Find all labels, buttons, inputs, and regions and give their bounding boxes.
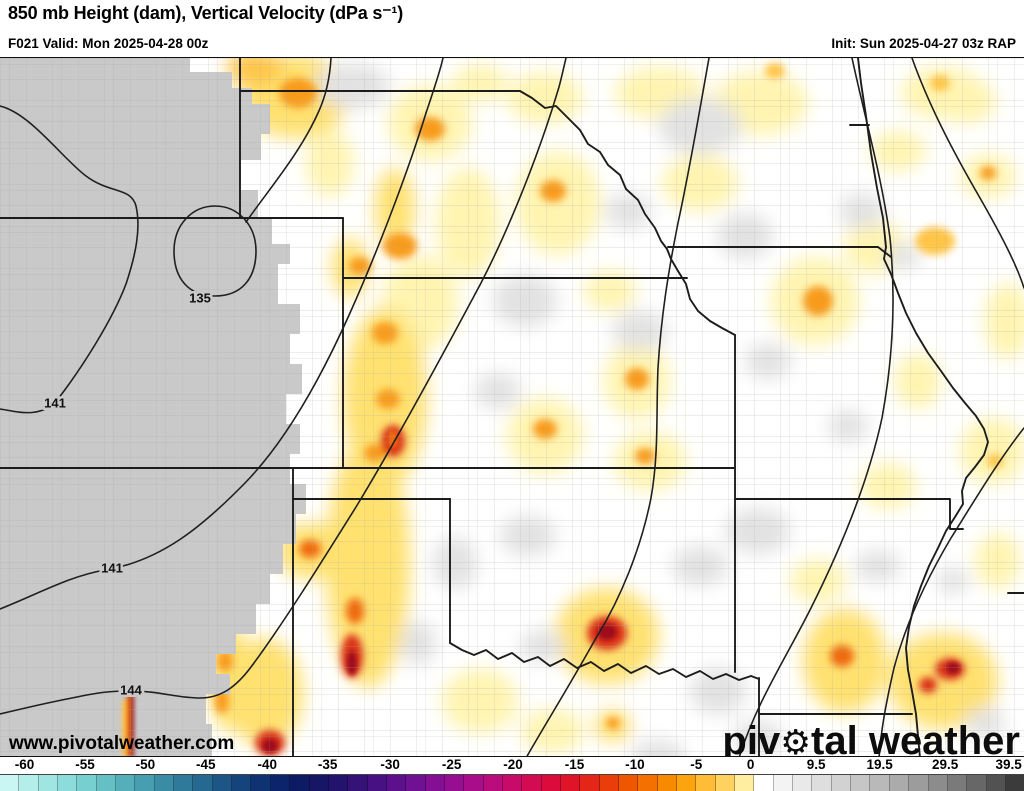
colorbar-segment bbox=[19, 775, 39, 791]
colorbar-tick-label: 29.5 bbox=[932, 757, 959, 772]
colorbar-segment bbox=[367, 775, 387, 791]
colorbar-segment bbox=[386, 775, 407, 791]
colorbar-segment bbox=[77, 775, 97, 791]
colorbar-tick-label: -10 bbox=[625, 757, 645, 772]
colorbar-segment bbox=[580, 775, 600, 791]
colorbar-segment bbox=[715, 775, 736, 791]
colorbar-tick-label: 0 bbox=[746, 757, 755, 772]
colorbar-segment bbox=[58, 775, 78, 791]
colorbar-tick-label: -40 bbox=[257, 757, 278, 772]
colorbar-segment bbox=[967, 775, 987, 791]
colorbar-segment bbox=[425, 775, 445, 791]
colorbar-segment bbox=[522, 775, 542, 791]
colorbar-segment bbox=[464, 775, 484, 791]
watermark-url: www.pivotalweather.com bbox=[9, 733, 235, 754]
township-grid bbox=[0, 58, 1024, 756]
colorbar-segment bbox=[696, 775, 716, 791]
colorbar-segment bbox=[560, 775, 581, 791]
colorbar-segment bbox=[96, 775, 117, 791]
colorbar-tick-label: 19.5 bbox=[866, 757, 893, 772]
colorbar-segment bbox=[1005, 775, 1024, 791]
map-header: 850 mb Height (dam), Vertical Velocity (… bbox=[0, 0, 1024, 57]
colorbar-segment bbox=[174, 775, 194, 791]
colorbar-segment bbox=[599, 775, 619, 791]
colorbar-tick-label: 39.5 bbox=[995, 757, 1022, 772]
logo-text-right: tal weather bbox=[811, 719, 1020, 757]
colorbar bbox=[0, 774, 1024, 791]
colorbar-segment bbox=[773, 775, 794, 791]
colorbar-segment bbox=[541, 775, 561, 791]
contour-label: 141 bbox=[44, 396, 66, 411]
colorbar-segment bbox=[348, 775, 368, 791]
weather-map-canvas[interactable]: 135 141 141 144 www.pivotalweather.com piv⚙… bbox=[0, 57, 1024, 757]
model-init-label: Init: Sun 2025-04-27 03z RAP bbox=[831, 36, 1016, 51]
gear-icon: ⚙ bbox=[780, 723, 812, 757]
colorbar-segment bbox=[193, 775, 213, 791]
map-svg: 135 141 141 144 bbox=[0, 58, 1024, 756]
colorbar-segment bbox=[38, 775, 59, 791]
contour-label: 135 bbox=[189, 291, 211, 306]
colorbar-segment bbox=[154, 775, 175, 791]
colorbar-segment bbox=[947, 775, 968, 791]
colorbar-segment bbox=[290, 775, 310, 791]
colorbar-segment bbox=[928, 775, 948, 791]
forecast-valid-label: F021 Valid: Mon 2025-04-28 00z bbox=[8, 36, 209, 51]
colorbar-segment bbox=[135, 775, 155, 791]
height-contours bbox=[0, 58, 1024, 756]
pivotal-weather-logo: piv⚙tal weather bbox=[722, 719, 1020, 757]
colorbar-segment bbox=[502, 775, 523, 791]
colorbar-segment bbox=[889, 775, 910, 791]
colorbar-tick-label: -50 bbox=[135, 757, 156, 772]
colorbar-segment bbox=[328, 775, 349, 791]
colorbar-tick-label: -5 bbox=[690, 757, 703, 772]
map-title: 850 mb Height (dam), Vertical Velocity (… bbox=[8, 3, 404, 23]
colorbar-segment bbox=[232, 775, 252, 791]
colorbar-tick-label: 9.5 bbox=[806, 757, 826, 772]
colorbar-segment bbox=[812, 775, 832, 791]
colorbar-segment bbox=[309, 775, 329, 791]
colorbar-segment bbox=[406, 775, 426, 791]
colorbar-tick-label: -60 bbox=[14, 757, 35, 772]
colorbar-tick-label: -25 bbox=[441, 757, 462, 772]
colorbar-tick-label: -30 bbox=[380, 757, 400, 772]
colorbar-segment bbox=[638, 775, 658, 791]
colorbar-tick-label: -35 bbox=[317, 757, 338, 772]
colorbar-tick-label: -45 bbox=[196, 757, 216, 772]
colorbar-segment bbox=[116, 775, 136, 791]
colorbar-segment bbox=[870, 775, 890, 791]
colorbar-segment bbox=[270, 775, 291, 791]
colorbar-tick-label: -15 bbox=[564, 757, 585, 772]
colorbar-segment bbox=[677, 775, 697, 791]
colorbar-segment bbox=[444, 775, 465, 791]
colorbar-segment bbox=[657, 775, 678, 791]
contour-label: 144 bbox=[120, 683, 142, 698]
colorbar-segment bbox=[851, 775, 871, 791]
contour-labels: 135 141 141 144 bbox=[42, 288, 214, 700]
colorbar-segment bbox=[909, 775, 929, 791]
colorbar-tick-label: -20 bbox=[503, 757, 523, 772]
colorbar-segment bbox=[483, 775, 503, 791]
logo-text-left: piv bbox=[722, 719, 781, 757]
colorbar-segment bbox=[0, 775, 20, 791]
state-borders bbox=[0, 58, 1024, 756]
colorbar-segment bbox=[986, 775, 1006, 791]
colorbar-tick-label: -55 bbox=[75, 757, 95, 772]
colorbar-segment bbox=[251, 775, 271, 791]
colorbar-segment bbox=[619, 775, 639, 791]
colorbar-tick-labels: -60 -55 -50 -45 -40 -35 -30 -25 -20 -15 -10 -5 0 9.5 1… bbox=[0, 757, 1024, 774]
colorbar-segment bbox=[754, 775, 774, 791]
colorbar-segment bbox=[212, 775, 233, 791]
colorbar-segment bbox=[735, 775, 755, 791]
colorbar-segment bbox=[831, 775, 852, 791]
contour-label: 141 bbox=[101, 561, 123, 576]
colorbar-segment bbox=[793, 775, 813, 791]
